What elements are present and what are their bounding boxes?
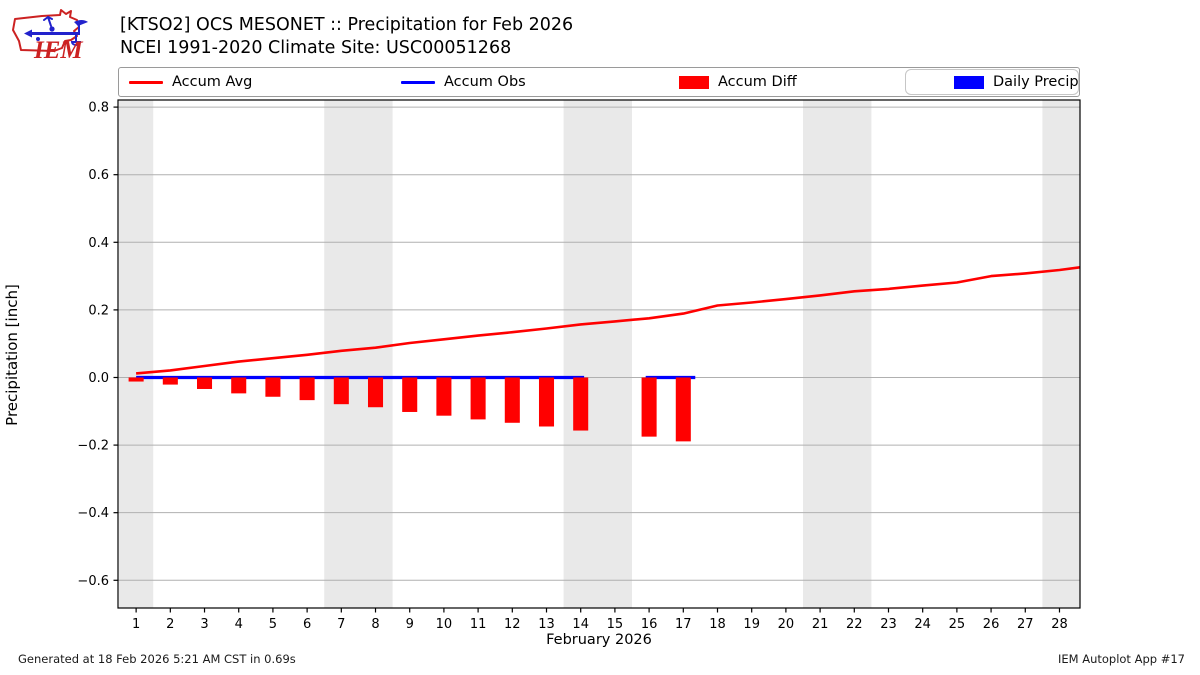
iem-logo-text: IEM — [33, 37, 83, 64]
weekend-band — [119, 100, 154, 608]
y-tick-label: −0.6 — [77, 574, 109, 589]
page-title: [KTSO2] OCS MESONET :: Precipitation for… — [120, 14, 573, 60]
x-tick-label: 25 — [949, 617, 966, 632]
x-tick-label: 19 — [743, 617, 760, 632]
x-tick-label: 23 — [880, 617, 897, 632]
footer-generated-text: Generated at 18 Feb 2026 5:21 AM CST in … — [18, 652, 296, 666]
accum-diff-bar — [299, 377, 315, 401]
accum-diff-bar — [333, 377, 349, 405]
legend-item-accum-obs: Accum Obs — [401, 68, 526, 96]
x-tick-label: 18 — [709, 617, 726, 632]
legend-item-accum-avg: Accum Avg — [129, 68, 252, 96]
x-tick-label: 14 — [572, 617, 589, 632]
accum-obs-line-swatch — [401, 80, 435, 84]
iowa-outline-icon — [12, 9, 80, 52]
legend-label: Daily Precip — [993, 74, 1079, 90]
accum-diff-bar — [162, 377, 178, 385]
y-tick-label: 0.6 — [88, 168, 109, 183]
y-tick-label: 0.0 — [88, 371, 109, 386]
y-tick-label: 0.2 — [88, 303, 109, 318]
x-tick-label: 7 — [337, 617, 345, 632]
x-tick-label: 20 — [778, 617, 795, 632]
weekend-band — [1042, 100, 1080, 608]
legend: Accum Avg Accum Obs Accum Diff Daily Pre… — [118, 67, 1080, 97]
weekend-band — [802, 100, 872, 608]
y-tick-label: −0.4 — [77, 506, 109, 521]
weekend-band — [563, 100, 633, 608]
x-tick-label: 13 — [538, 617, 555, 632]
accum-diff-bar — [367, 377, 384, 408]
plot-border — [117, 99, 1081, 609]
title-line-2: NCEI 1991-2020 Climate Site: USC00051268 — [120, 38, 512, 58]
x-axis-label: February 2026 — [546, 632, 652, 648]
accum-diff-bar — [504, 377, 520, 423]
accum-diff-bar — [128, 377, 144, 382]
accum-diff-bar — [538, 377, 555, 427]
legend-label: Accum Diff — [718, 74, 797, 90]
accum-diff-bar — [641, 377, 657, 437]
x-tick-label: 26 — [983, 617, 1000, 632]
x-tick-label: 22 — [846, 617, 863, 632]
accum-diff-bar — [265, 377, 281, 397]
accum-diff-bar — [470, 377, 486, 420]
footer-app-text: IEM Autoplot App #17 — [1057, 652, 1185, 666]
accum-diff-patch-swatch — [679, 75, 709, 89]
accum-diff-bar — [675, 377, 691, 442]
y-tick-label: −0.2 — [77, 439, 109, 454]
x-tick-label: 24 — [914, 617, 931, 632]
accum-diff-bar — [231, 377, 247, 394]
daily-precip-legend-frame — [905, 69, 1079, 95]
x-tick-label: 21 — [812, 617, 829, 632]
x-tick-label: 27 — [1017, 617, 1034, 632]
x-tick-label: 5 — [269, 617, 277, 632]
y-tick-label: 0.4 — [88, 236, 109, 251]
x-tick-label: 3 — [200, 617, 208, 632]
x-tick-label: 6 — [303, 617, 311, 632]
x-tick-label: 10 — [436, 617, 453, 632]
x-tick-label: 12 — [504, 617, 521, 632]
legend-label: Accum Obs — [444, 74, 526, 90]
accum-diff-bar — [402, 377, 418, 412]
iem-logo: IEM — [12, 9, 88, 64]
title-line-1: [KTSO2] OCS MESONET :: Precipitation for… — [120, 15, 574, 35]
x-tick-label: 15 — [607, 617, 624, 632]
x-tick-label: 9 — [406, 617, 414, 632]
legend-item-daily-precip: Daily Precip — [954, 68, 1079, 96]
accum-avg-line-swatch — [129, 80, 163, 84]
legend-item-accum-diff: Accum Diff — [679, 68, 797, 96]
x-tick-label: 8 — [371, 617, 379, 632]
x-tick-label: 2 — [166, 617, 174, 632]
x-tick-label: 1 — [132, 617, 140, 632]
accum-diff-bar — [436, 377, 452, 416]
weekend-band — [324, 100, 393, 608]
accum-diff-bar — [196, 377, 213, 389]
x-tick-label: 4 — [235, 617, 243, 632]
x-tick-label: 16 — [641, 617, 658, 632]
daily-precip-patch-swatch — [954, 75, 984, 89]
legend-label: Accum Avg — [172, 74, 253, 90]
x-tick-label: 28 — [1051, 617, 1068, 632]
x-tick-label: 11 — [470, 617, 487, 632]
y-axis-label: Precipitation [inch] — [3, 284, 21, 426]
y-tick-label: 0.8 — [88, 101, 109, 116]
accum-avg-line — [135, 266, 1081, 375]
accum-diff-bar — [573, 377, 589, 431]
x-tick-label: 17 — [675, 617, 692, 632]
weathervane-icon — [24, 16, 88, 46]
